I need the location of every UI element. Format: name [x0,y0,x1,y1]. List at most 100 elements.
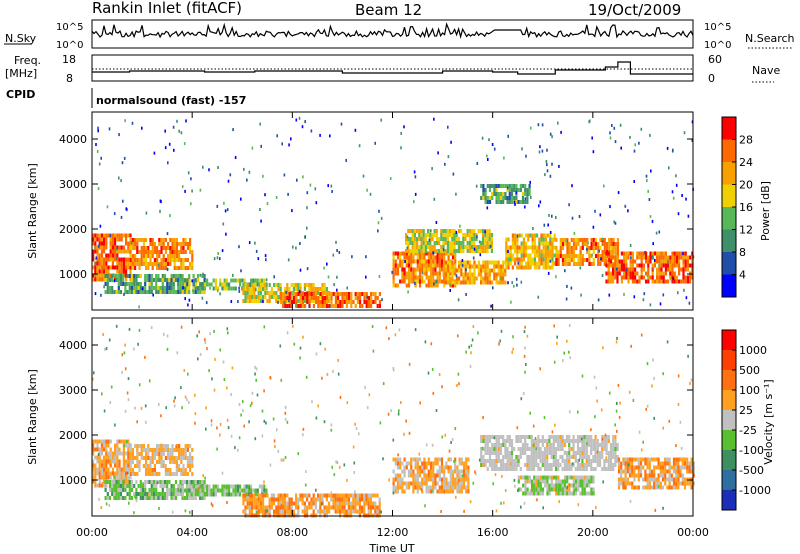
velocity-cell [544,479,547,484]
power-cell [656,267,659,272]
velocity-cell [172,492,175,496]
power-cell [96,261,99,266]
velocity-cell [405,485,408,490]
power-cell [660,263,663,268]
power-scatter-cell [543,223,546,227]
velocity-cell [105,463,108,468]
power-scatter-cell [217,289,219,293]
power-scatter-cell [178,129,180,133]
velocity-cell [115,492,118,496]
velocity-cell [539,451,542,455]
velocity-cell [535,475,538,480]
velocity-cell [159,480,162,484]
power-scatter-cell [287,258,290,262]
power-scatter-cell [213,257,216,261]
velocity-scatter-cell [242,409,244,413]
power-cell [194,286,197,290]
power-cell [561,238,565,242]
velocity-cell [554,447,558,451]
power-cell [553,237,556,242]
velocity-cell [587,435,591,439]
power-cell [597,250,600,254]
velocity-cell [158,444,161,448]
power-cell [660,259,663,264]
power-cell [138,262,141,266]
power-cell [282,292,285,296]
power-cell [414,267,417,272]
velocity-cell [297,509,300,514]
power-cell [255,295,258,299]
power-scatter-cell [421,271,424,275]
velocity-cell [576,467,580,471]
freq-tick-bottom: 8 [66,72,73,85]
power-cell [418,279,422,284]
velocity-cell [244,497,247,502]
power-cell [412,275,415,280]
velocity-cell [308,501,311,506]
power-cell [259,287,262,291]
power-colorbar-label: Power [dB] [759,181,772,241]
power-cell [246,287,249,291]
power-scatter-cell [332,253,335,257]
power-cell [106,278,109,282]
power-cell [664,259,667,264]
velocity-cell [530,459,533,463]
power-cell [348,292,351,296]
velocity-cell [161,492,164,496]
velocity-cell [150,492,153,496]
velocity-cell [552,459,555,463]
velocity-cell [594,443,597,447]
power-cell [449,260,452,265]
velocity-cell [590,463,593,467]
power-cell [612,251,615,256]
power-cell [161,290,164,294]
power-scatter-cell [507,134,509,138]
power-colorbar-tick-label: 8 [739,246,746,259]
velocity-cell [456,477,459,482]
power-cell [427,255,430,260]
power-cell [323,304,326,308]
power-cell [330,304,333,308]
power-cell [169,250,172,254]
power-scatter-cell [447,155,450,159]
velocity-scatter-cell [440,510,442,513]
power-cell [671,263,674,268]
velocity-scatter-cell [171,510,174,514]
power-cell [462,264,465,269]
power-cell [303,299,306,303]
power-cell [531,245,534,250]
power-scatter-cell [315,201,318,205]
power-cell [453,245,456,249]
nave-label: Nave [752,64,780,77]
velocity-cell [109,439,112,444]
power-cell [518,261,521,266]
power-cells [92,116,695,309]
velocity-cell [552,435,555,439]
velocity-cell [561,443,564,447]
velocity-cell [258,484,261,489]
power-cell [420,241,423,245]
power-cell [592,258,595,262]
power-cell [421,275,424,280]
velocity-cell [113,492,116,496]
power-cell [149,258,152,262]
power-scatter-cell [180,131,183,135]
velocity-cell [532,455,536,459]
velocity-cell [454,457,457,462]
velocity-scatter-cell [666,340,669,344]
power-cell [144,290,147,294]
power-colorbar-tick-label: 28 [739,134,753,147]
velocity-cell [526,491,529,496]
power-cell [542,257,545,262]
power-cell [533,265,536,270]
power-cell [147,254,150,258]
velocity-cell [570,491,573,496]
power-cell [142,258,145,262]
velocity-cell [491,463,494,467]
velocity-scatter-cell [302,433,304,437]
power-cell [547,249,550,254]
power-cell [502,260,505,265]
power-cell [248,291,251,295]
power-cell [429,241,432,245]
velocity-cell [189,444,192,448]
